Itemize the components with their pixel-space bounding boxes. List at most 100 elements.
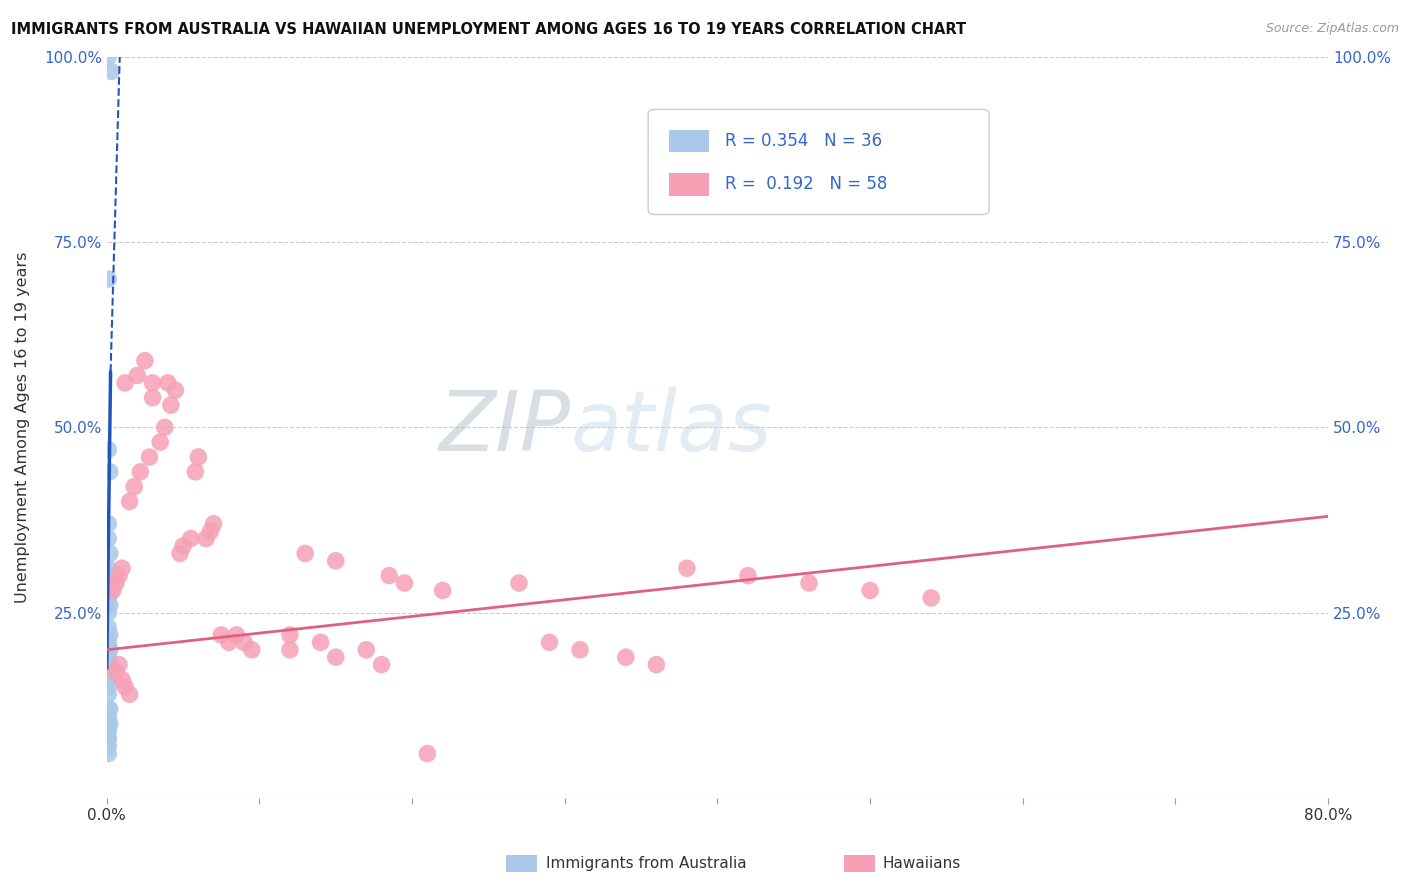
Point bbox=[98, 642, 121, 657]
Point bbox=[118, 687, 141, 701]
Point bbox=[111, 673, 134, 687]
Point bbox=[118, 494, 141, 508]
Point bbox=[209, 628, 232, 642]
Text: R = 0.354   N = 36: R = 0.354 N = 36 bbox=[725, 132, 883, 150]
Point bbox=[97, 665, 120, 679]
Point bbox=[645, 657, 668, 672]
Point bbox=[187, 450, 209, 464]
Point bbox=[142, 376, 165, 390]
Point bbox=[127, 368, 149, 383]
Point bbox=[569, 642, 592, 657]
Point bbox=[98, 628, 121, 642]
Text: ZIP: ZIP bbox=[439, 387, 571, 468]
Point bbox=[225, 628, 247, 642]
Point bbox=[129, 465, 152, 479]
Text: Immigrants from Australia: Immigrants from Australia bbox=[546, 856, 747, 871]
Point bbox=[416, 747, 439, 761]
Point bbox=[180, 532, 202, 546]
Point bbox=[98, 583, 121, 598]
Point bbox=[149, 435, 172, 450]
Text: R =  0.192   N = 58: R = 0.192 N = 58 bbox=[725, 176, 887, 194]
Point bbox=[97, 747, 120, 761]
Point bbox=[278, 642, 301, 657]
Point bbox=[432, 583, 454, 598]
Point bbox=[97, 606, 120, 620]
Point bbox=[122, 480, 145, 494]
Point bbox=[325, 650, 347, 665]
Point bbox=[859, 583, 882, 598]
Point bbox=[97, 442, 120, 457]
Point bbox=[97, 50, 120, 64]
Point bbox=[676, 561, 699, 575]
Point bbox=[97, 561, 120, 575]
Point bbox=[108, 568, 131, 582]
Point bbox=[100, 64, 122, 78]
Point bbox=[98, 465, 121, 479]
Point bbox=[156, 376, 179, 390]
Point bbox=[797, 576, 820, 591]
Point bbox=[165, 384, 187, 398]
Point bbox=[614, 650, 637, 665]
Point bbox=[97, 717, 120, 731]
Point bbox=[184, 465, 207, 479]
Point bbox=[97, 709, 120, 723]
Point bbox=[202, 516, 225, 531]
Point bbox=[98, 568, 121, 582]
Point bbox=[97, 687, 120, 701]
Point bbox=[278, 628, 301, 642]
Point bbox=[98, 546, 121, 560]
Point bbox=[200, 524, 222, 538]
Point bbox=[378, 568, 401, 582]
Point bbox=[97, 739, 120, 754]
Text: Hawaiians: Hawaiians bbox=[883, 856, 962, 871]
Point bbox=[97, 665, 120, 679]
Point bbox=[97, 635, 120, 649]
Point bbox=[97, 702, 120, 716]
Text: IMMIGRANTS FROM AUSTRALIA VS HAWAIIAN UNEMPLOYMENT AMONG AGES 16 TO 19 YEARS COR: IMMIGRANTS FROM AUSTRALIA VS HAWAIIAN UN… bbox=[11, 22, 966, 37]
Point bbox=[394, 576, 416, 591]
Point bbox=[108, 657, 131, 672]
Point bbox=[142, 391, 165, 405]
Y-axis label: Unemployment Among Ages 16 to 19 years: Unemployment Among Ages 16 to 19 years bbox=[15, 252, 30, 603]
Point bbox=[153, 420, 176, 434]
Point bbox=[111, 561, 134, 575]
Point bbox=[97, 657, 120, 672]
Point bbox=[97, 272, 120, 286]
Point bbox=[104, 665, 127, 679]
Point bbox=[101, 583, 124, 598]
Point bbox=[160, 398, 183, 412]
Point bbox=[737, 568, 759, 582]
Point bbox=[325, 554, 347, 568]
Point bbox=[169, 546, 191, 560]
Point bbox=[218, 635, 240, 649]
Point bbox=[97, 673, 120, 687]
Point bbox=[508, 576, 530, 591]
Point bbox=[104, 576, 127, 591]
Point bbox=[97, 731, 120, 746]
Text: atlas: atlas bbox=[571, 387, 772, 468]
Point bbox=[97, 650, 120, 665]
Point bbox=[98, 702, 121, 716]
Point bbox=[97, 731, 120, 746]
Point bbox=[134, 353, 156, 368]
Point bbox=[98, 599, 121, 613]
Point bbox=[920, 591, 942, 605]
Point bbox=[294, 546, 316, 560]
Point bbox=[114, 376, 136, 390]
Point bbox=[97, 516, 120, 531]
Point bbox=[97, 621, 120, 635]
Point bbox=[233, 635, 256, 649]
Point bbox=[240, 642, 263, 657]
Point bbox=[97, 724, 120, 739]
Point bbox=[195, 532, 218, 546]
Point bbox=[309, 635, 332, 649]
Point bbox=[97, 532, 120, 546]
Point bbox=[538, 635, 561, 649]
Point bbox=[97, 731, 120, 746]
Point bbox=[98, 717, 121, 731]
Point bbox=[172, 539, 194, 553]
Point bbox=[114, 680, 136, 694]
Point bbox=[97, 680, 120, 694]
Point bbox=[97, 591, 120, 605]
Text: Source: ZipAtlas.com: Source: ZipAtlas.com bbox=[1265, 22, 1399, 36]
